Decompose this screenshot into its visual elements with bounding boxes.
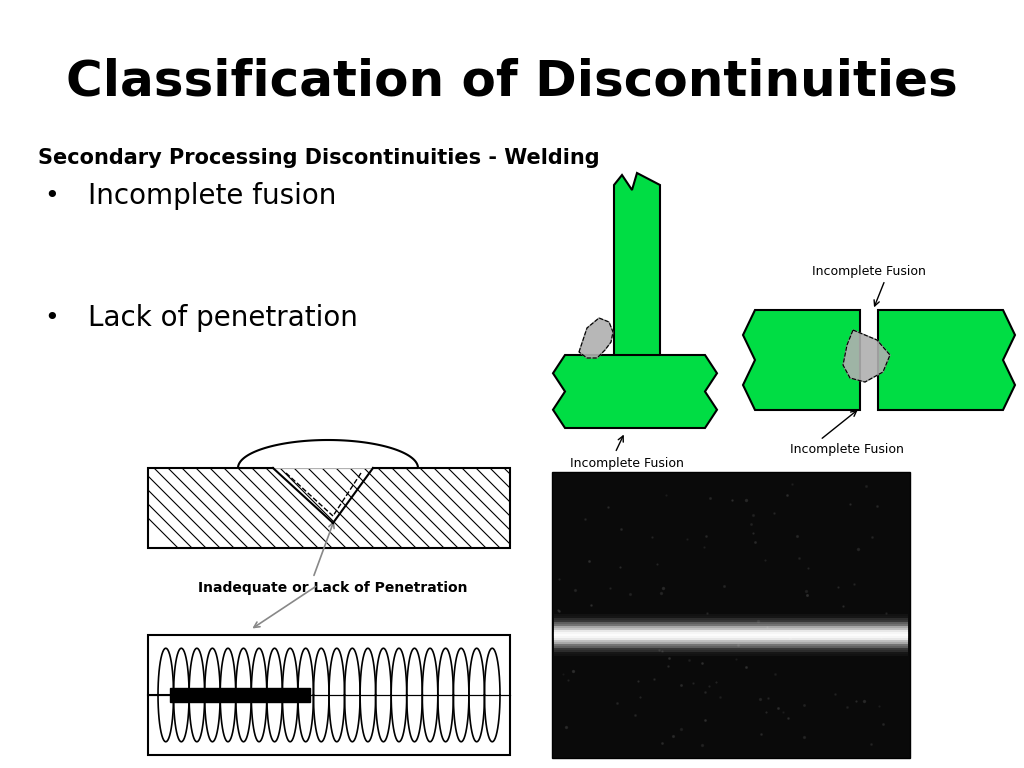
Text: Incomplete fusion: Incomplete fusion (88, 182, 336, 210)
Text: Lack of penetration: Lack of penetration (88, 304, 357, 332)
Polygon shape (743, 310, 860, 410)
Bar (148, 635, 510, 755)
Polygon shape (614, 173, 660, 358)
Polygon shape (238, 440, 418, 468)
Text: •: • (45, 184, 59, 208)
Text: Incomplete Fusion: Incomplete Fusion (812, 266, 926, 279)
Bar (552, 472, 910, 758)
Text: Inadequate or Lack of Penetration: Inadequate or Lack of Penetration (198, 581, 468, 595)
Bar (170, 688, 310, 702)
Polygon shape (553, 355, 717, 428)
Text: Secondary Processing Discontinuities - Welding: Secondary Processing Discontinuities - W… (38, 148, 600, 168)
Text: •: • (45, 306, 59, 330)
Polygon shape (878, 310, 1015, 410)
Text: Incomplete Fusion: Incomplete Fusion (790, 443, 904, 456)
Polygon shape (579, 318, 613, 358)
Text: Incomplete Fusion: Incomplete Fusion (570, 456, 684, 469)
Bar (148, 468, 510, 548)
Polygon shape (843, 330, 890, 382)
Text: Classification of Discontinuities: Classification of Discontinuities (67, 58, 957, 106)
